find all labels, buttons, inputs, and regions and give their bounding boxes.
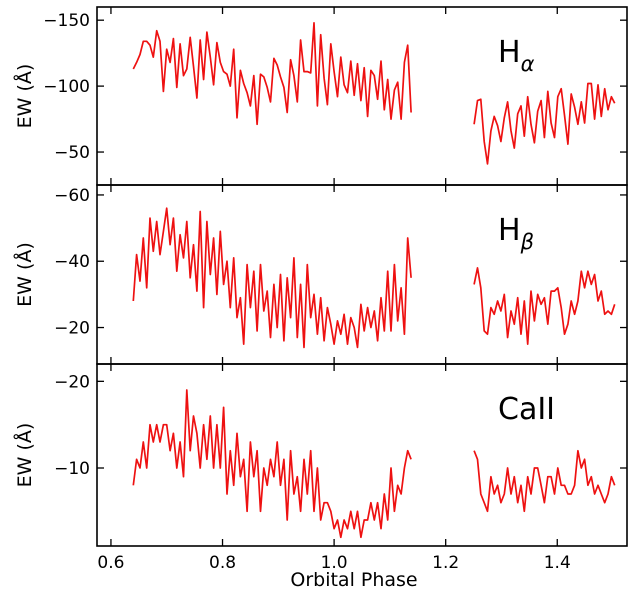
x-tick-label: 1.0	[321, 553, 348, 573]
panel-annotation-caii: CaII	[498, 392, 555, 427]
y-tick-label-hbeta: −60	[54, 186, 90, 206]
y-tick-label-hbeta: −40	[54, 252, 90, 272]
axes-frame-hbeta	[96, 184, 628, 365]
annotation-subscript-halpha: α	[521, 52, 535, 76]
y-axis-label-halpha: EW (Å)	[13, 64, 36, 129]
x-tick-label: 1.4	[544, 553, 571, 573]
series-line-caii-segment-1	[132, 389, 412, 539]
x-axis-label: Orbital Phase	[290, 569, 417, 591]
x-tick-label: 1.2	[432, 553, 459, 573]
annotation-main-hbeta: H	[498, 213, 521, 248]
y-tick-label-caii: −20	[54, 372, 90, 392]
series-line-halpha-segment-1	[132, 21, 412, 126]
series-line-halpha-segment-2	[473, 82, 616, 165]
y-tick-label-hbeta: −20	[54, 319, 90, 339]
x-tick-label: 0.8	[209, 553, 236, 573]
annotation-subscript-hbeta: β	[520, 230, 534, 254]
x-tick-label: 0.6	[97, 553, 124, 573]
panel-annotation-hbeta: Hβ	[498, 213, 534, 254]
y-tick-label-halpha: −150	[43, 11, 90, 31]
series-line-hbeta-segment-1	[132, 207, 412, 349]
y-axis-label-hbeta: EW (Å)	[13, 242, 36, 307]
annotation-main-halpha: H	[498, 35, 521, 70]
series-line-hbeta-segment-2	[473, 267, 616, 345]
annotation-main-caii: CaII	[498, 392, 555, 427]
panel-hbeta: −60 −40 −20 EW (Å) Hβ	[13, 184, 628, 365]
series-line-caii-segment-2	[473, 449, 616, 513]
y-tick-label-halpha: −100	[43, 77, 90, 97]
axes-frame-caii	[96, 363, 628, 547]
panel-caii: −20 −10 EW (Å) CaII	[13, 363, 628, 547]
y-tick-label-caii: −10	[54, 459, 90, 479]
panel-halpha: −150 −100 −50 EW (Å) Hα	[13, 6, 628, 186]
y-tick-label-halpha: −50	[54, 143, 90, 163]
panel-annotation-halpha: Hα	[498, 35, 535, 76]
y-axis-label-caii: EW (Å)	[13, 423, 36, 488]
